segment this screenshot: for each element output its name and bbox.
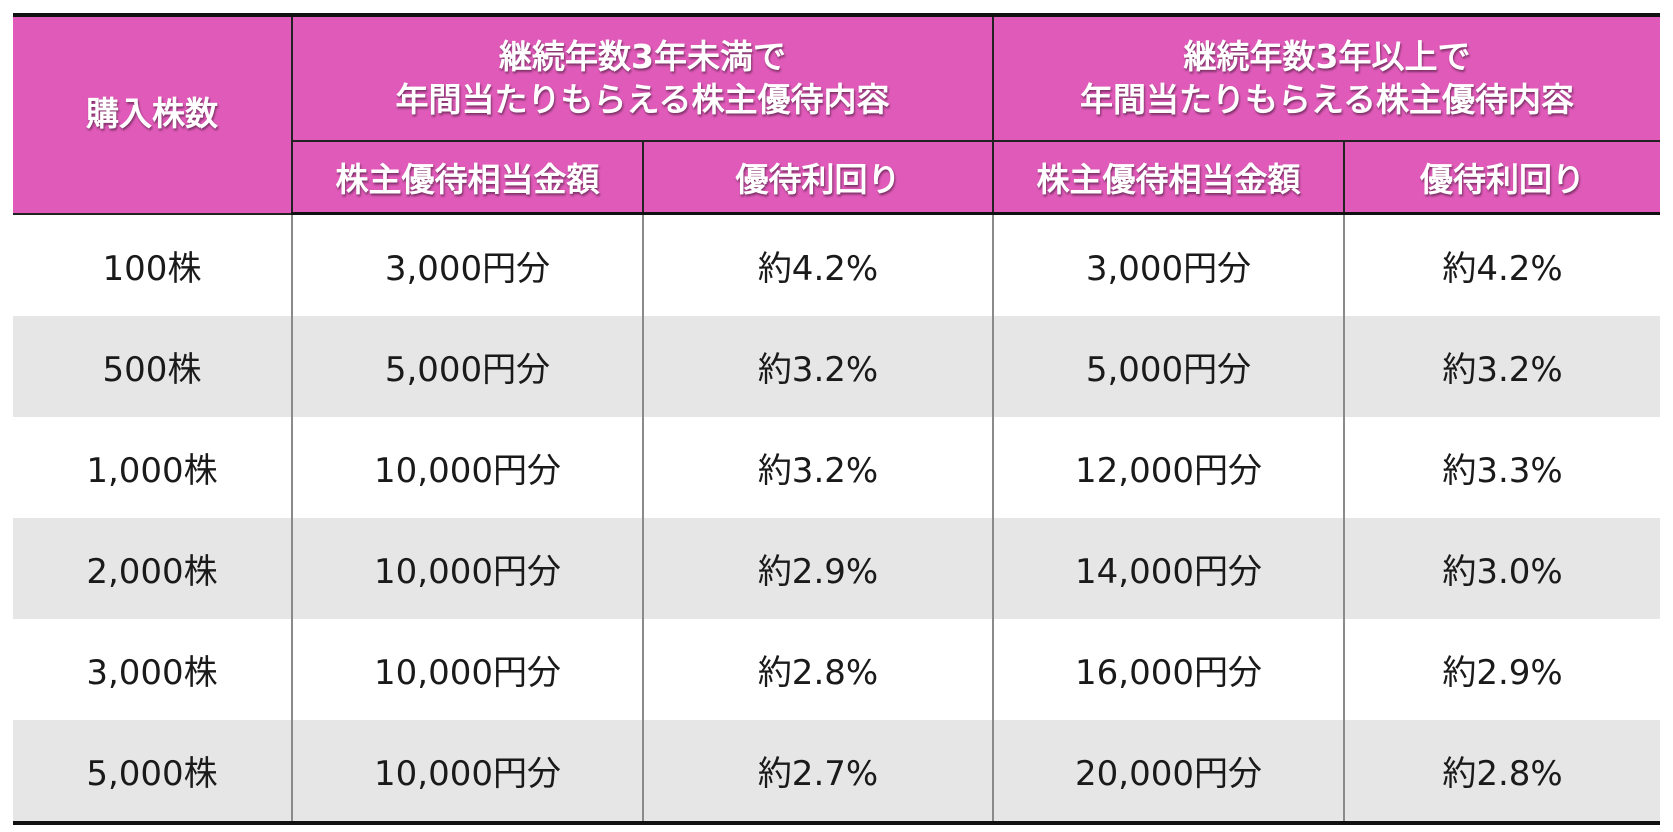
table-cell: 10,000円分 [291,720,643,823]
table-row: 3,000株 10,000円分 約2.8% 16,000円分 約2.9% [13,619,1661,720]
column-header: 優待利回り [1343,141,1661,215]
table-cell: 約3.0% [1343,518,1661,619]
row-header-cell: 3,000株 [86,653,218,693]
table-cell: 約2.8% [1343,720,1661,823]
header-row: 購入株数 継続年数3年未満で 年間当たりもらえる株主優待内容 継続年数3年以上で 年間… [13,15,1661,215]
row-header-cell: 5,000株 [13,720,292,823]
group-header-line: 年間当たりもらえる株主優待内容 [395,79,890,119]
table-cell: 約3.2% [641,316,994,417]
group-header: 継続年数3年未満で 年間当たりもらえる株主優待内容 [290,15,995,142]
table-cell: 約2.9% [1343,619,1661,720]
table-cell: 約3.3% [1343,417,1661,518]
group-header-line: 年間当たりもらえる株主優待内容 [1080,79,1575,119]
subheader-row: 株主優待相当金額 優待利回り 株主優待相当金額 優待利回り [13,141,1661,215]
table-cell: 約2.7% [641,720,994,823]
table-row: 500株 5,000円分 約3.2% 5,000円分 約3.2% [13,316,1661,417]
table-cell: 約4.2% [641,213,994,316]
table-cell: 約2.8% [641,619,994,720]
table-row: 1,000株 10,000円分 約3.2% 12,000円分 約3.3% [13,417,1661,518]
table-cell: 約3.2% [1343,316,1661,417]
table-header: 購入株数 継続年数3年未満で 年間当たりもらえる株主優待内容 継続年数3年以上で 年間… [13,15,1661,215]
table-cell: 10,000円分 [291,417,643,518]
table-cell: 約4.2% [1343,213,1661,316]
table-cell: 16,000円分 [992,619,1345,720]
group-header: 継続年数3年以上で 年間当たりもらえる株主優待内容 [992,15,1661,142]
table-cell: 5,000円分 [992,316,1345,417]
table-cell: 約2.9% [641,518,994,619]
column-header: 株主優待相当金額 [992,141,1346,215]
row-header-cell: 2,000株 [13,518,292,619]
table-cell: 12,000円分 [992,417,1345,518]
shareholder-benefits-table: 購入株数 継続年数3年未満で 年間当たりもらえる株主優待内容 継続年数3年以上で 年間… [13,13,1661,825]
table-row: 100株 3,000円分 約4.2% 3,000円分 約4.2% [13,213,1661,316]
table-cell: 10,000円分 [291,619,643,720]
table-cell: 14,000円分 [992,518,1345,619]
column-header: 優待利回り [641,141,995,215]
row-header-cell: 500株 [13,316,292,417]
row-header-cell: 1,000株 [86,451,218,491]
table-cell: 20,000円分 [992,720,1345,823]
table-cell: 約3.2% [641,417,994,518]
group-header-line: 継続年数3年未満で [499,36,786,76]
column-header: 株主優待相当金額 [291,141,644,215]
row-header-cell: 100株 [102,248,202,289]
table-row: 5,000株 10,000円分 約2.7% 20,000円分 約2.8% [13,720,1661,823]
table-row: 2,000株 10,000円分 約2.9% 14,000円分 約3.0% [13,518,1661,619]
group-header-line: 継続年数3年以上で [1183,36,1471,76]
table-cell: 5,000円分 [291,316,643,417]
corner-header: 購入株数 [13,15,293,215]
table-body: 100株 3,000円分 約4.2% 3,000円分 約4.2% 500株 5,000円分約… [13,213,1661,823]
table-cell: 3,000円分 [992,213,1345,316]
table-cell: 3,000円分 [291,213,643,316]
table-cell: 10,000円分 [291,518,643,619]
